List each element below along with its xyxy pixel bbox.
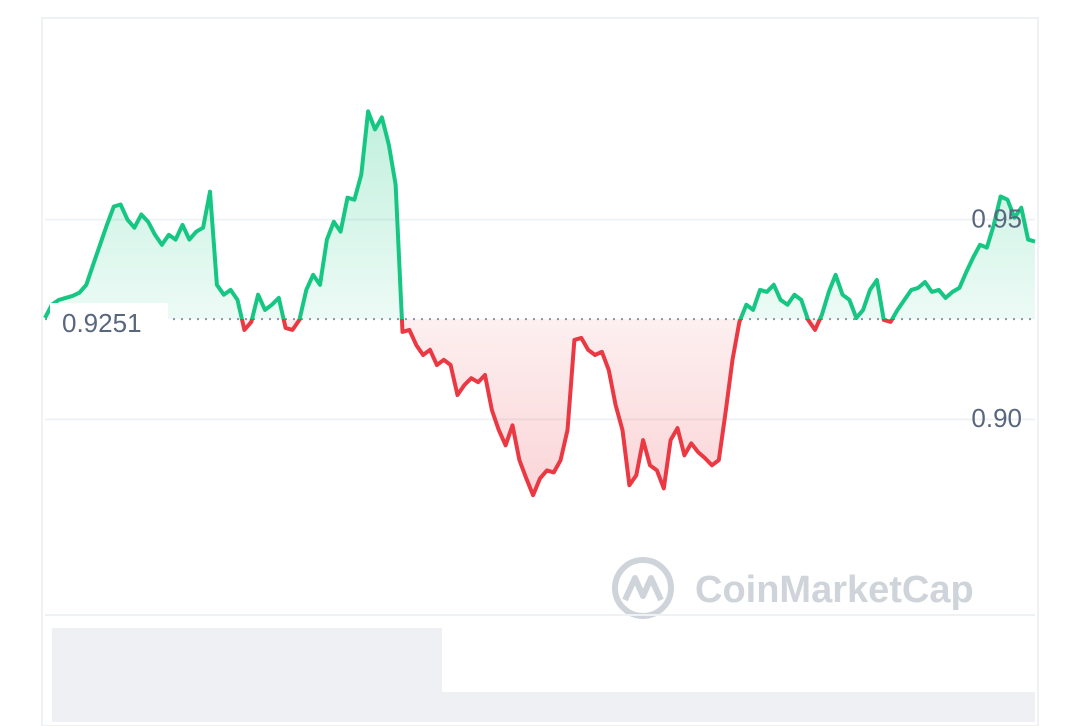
watermark-logo-mark — [622, 575, 664, 602]
y-tick-label: 0.95 — [971, 204, 1022, 234]
volume-panel — [52, 628, 442, 722]
baseline-label: 0.9251 — [62, 308, 142, 338]
price-line — [43, 109, 1036, 498]
watermark-text: CoinMarketCap — [695, 569, 974, 611]
baseline-label-bg — [50, 303, 168, 336]
volume-panel — [442, 692, 1035, 722]
area — [45, 111, 1035, 496]
y-tick-label: 0.90 — [971, 403, 1022, 433]
